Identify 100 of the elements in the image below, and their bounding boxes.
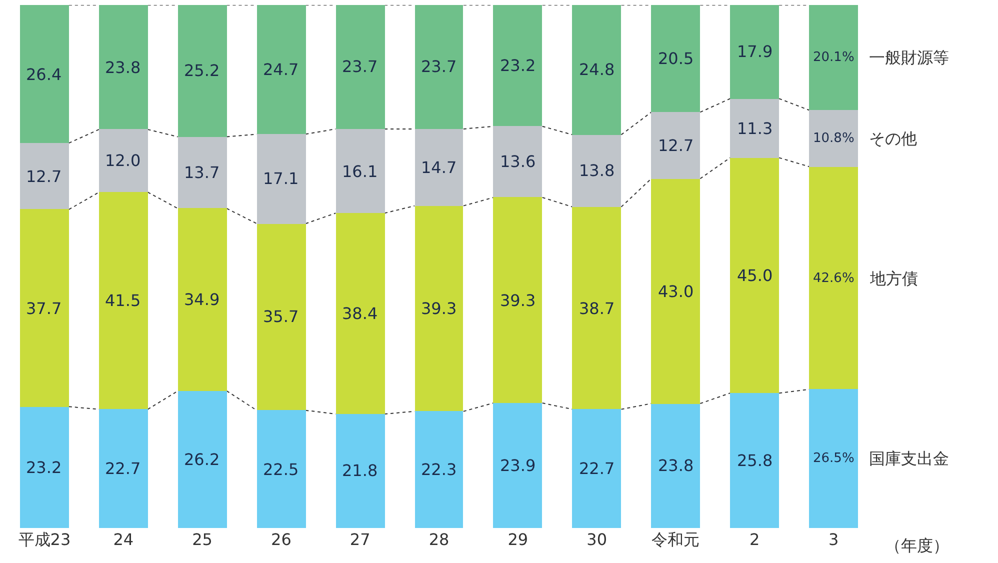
bar <box>99 409 148 528</box>
data-label: 22.7 <box>105 459 141 478</box>
data-label: 23.7 <box>342 57 378 76</box>
data-label: 26.2 <box>184 450 220 469</box>
data-label: 13.6 <box>500 152 536 171</box>
x-tick-label: 3 <box>828 530 839 549</box>
series-label: 地方債 <box>869 269 918 288</box>
bar <box>572 5 621 135</box>
data-label: 23.2 <box>26 458 62 477</box>
data-label: 43.0 <box>658 282 694 301</box>
bar <box>99 192 148 409</box>
bar <box>336 129 385 213</box>
data-label: 22.7 <box>579 459 615 478</box>
series-label: その他 <box>869 129 917 148</box>
bar <box>809 5 858 110</box>
bar <box>809 167 858 389</box>
bar <box>257 5 306 134</box>
bar <box>730 393 779 528</box>
data-label: 17.1 <box>263 169 299 188</box>
data-label: 26.4 <box>26 65 62 84</box>
x-axis-title: （年度） <box>885 536 949 555</box>
bar <box>730 99 779 158</box>
bar <box>809 110 858 167</box>
bar <box>730 158 779 393</box>
data-label: 20.1% <box>813 50 854 65</box>
bar <box>415 129 463 206</box>
data-label: 23.8 <box>658 456 694 475</box>
bar <box>572 207 621 409</box>
x-tick-label: 平成23 <box>18 530 71 549</box>
data-label: 41.5 <box>105 291 141 310</box>
data-label: 24.7 <box>263 60 299 79</box>
data-label: 22.5 <box>263 460 299 479</box>
data-label: 23.2 <box>500 56 536 75</box>
x-tick-label: 2 <box>750 530 760 549</box>
bar <box>20 209 69 407</box>
data-label: 37.7 <box>26 299 62 318</box>
bar <box>493 197 542 403</box>
data-label: 23.9 <box>500 456 536 475</box>
bar <box>336 414 385 528</box>
x-tick-label: 25 <box>192 530 212 549</box>
bar <box>572 135 621 207</box>
bar <box>257 134 306 224</box>
bar <box>651 112 700 179</box>
data-label: 45.0 <box>737 266 773 285</box>
bar <box>336 213 385 414</box>
bar <box>99 5 148 129</box>
data-label: 21.8 <box>342 461 378 480</box>
data-label: 34.9 <box>184 290 220 309</box>
bar <box>257 410 306 528</box>
bar <box>336 5 385 129</box>
bar <box>415 5 463 129</box>
data-label: 10.8% <box>813 131 854 146</box>
data-label: 25.2 <box>184 61 220 80</box>
bar <box>651 5 700 112</box>
data-label: 12.0 <box>105 151 141 170</box>
data-label: 22.3 <box>421 460 457 479</box>
bar <box>20 5 69 143</box>
bar <box>178 208 227 391</box>
x-tick-label: 30 <box>586 530 607 549</box>
x-tick-label: 29 <box>508 530 528 549</box>
data-label: 38.7 <box>579 299 615 318</box>
x-tick-label: 27 <box>350 530 370 549</box>
bar <box>493 5 542 126</box>
bar <box>415 206 463 411</box>
data-label: 17.9 <box>737 42 773 61</box>
data-label: 39.3 <box>500 291 536 310</box>
bar <box>415 411 463 528</box>
x-tick-label: 28 <box>428 530 450 549</box>
data-label: 20.5 <box>658 49 694 68</box>
data-label: 39.3 <box>421 299 457 318</box>
data-label: 14.7 <box>421 158 457 177</box>
bar <box>20 143 69 209</box>
bar <box>809 389 858 528</box>
bar <box>99 129 148 192</box>
bar <box>572 409 621 528</box>
data-label: 38.4 <box>342 304 378 323</box>
bar <box>651 179 700 404</box>
data-label: 25.8 <box>737 451 773 470</box>
bar <box>178 137 227 208</box>
data-label: 35.7 <box>263 307 299 326</box>
bar <box>651 404 700 528</box>
data-label: 12.7 <box>658 136 694 155</box>
data-label: 13.7 <box>184 163 220 182</box>
data-label: 24.8 <box>579 60 615 79</box>
bar <box>493 126 542 197</box>
bar <box>493 403 542 528</box>
bar <box>257 224 306 410</box>
data-label: 26.5% <box>813 451 854 466</box>
bar <box>730 5 779 99</box>
bar <box>20 407 69 528</box>
x-tick-label: 令和元 <box>652 530 700 549</box>
series-label: 国庫支出金 <box>869 449 949 468</box>
data-label: 23.7 <box>421 57 457 76</box>
data-label: 13.8 <box>579 161 615 180</box>
data-label: 12.7 <box>26 167 62 186</box>
series-label: 一般財源等 <box>869 48 949 67</box>
x-tick-label: 24 <box>113 530 134 549</box>
x-tick-label: 26 <box>271 530 292 549</box>
data-label: 11.3 <box>737 119 773 138</box>
data-label: 42.6% <box>813 271 854 286</box>
